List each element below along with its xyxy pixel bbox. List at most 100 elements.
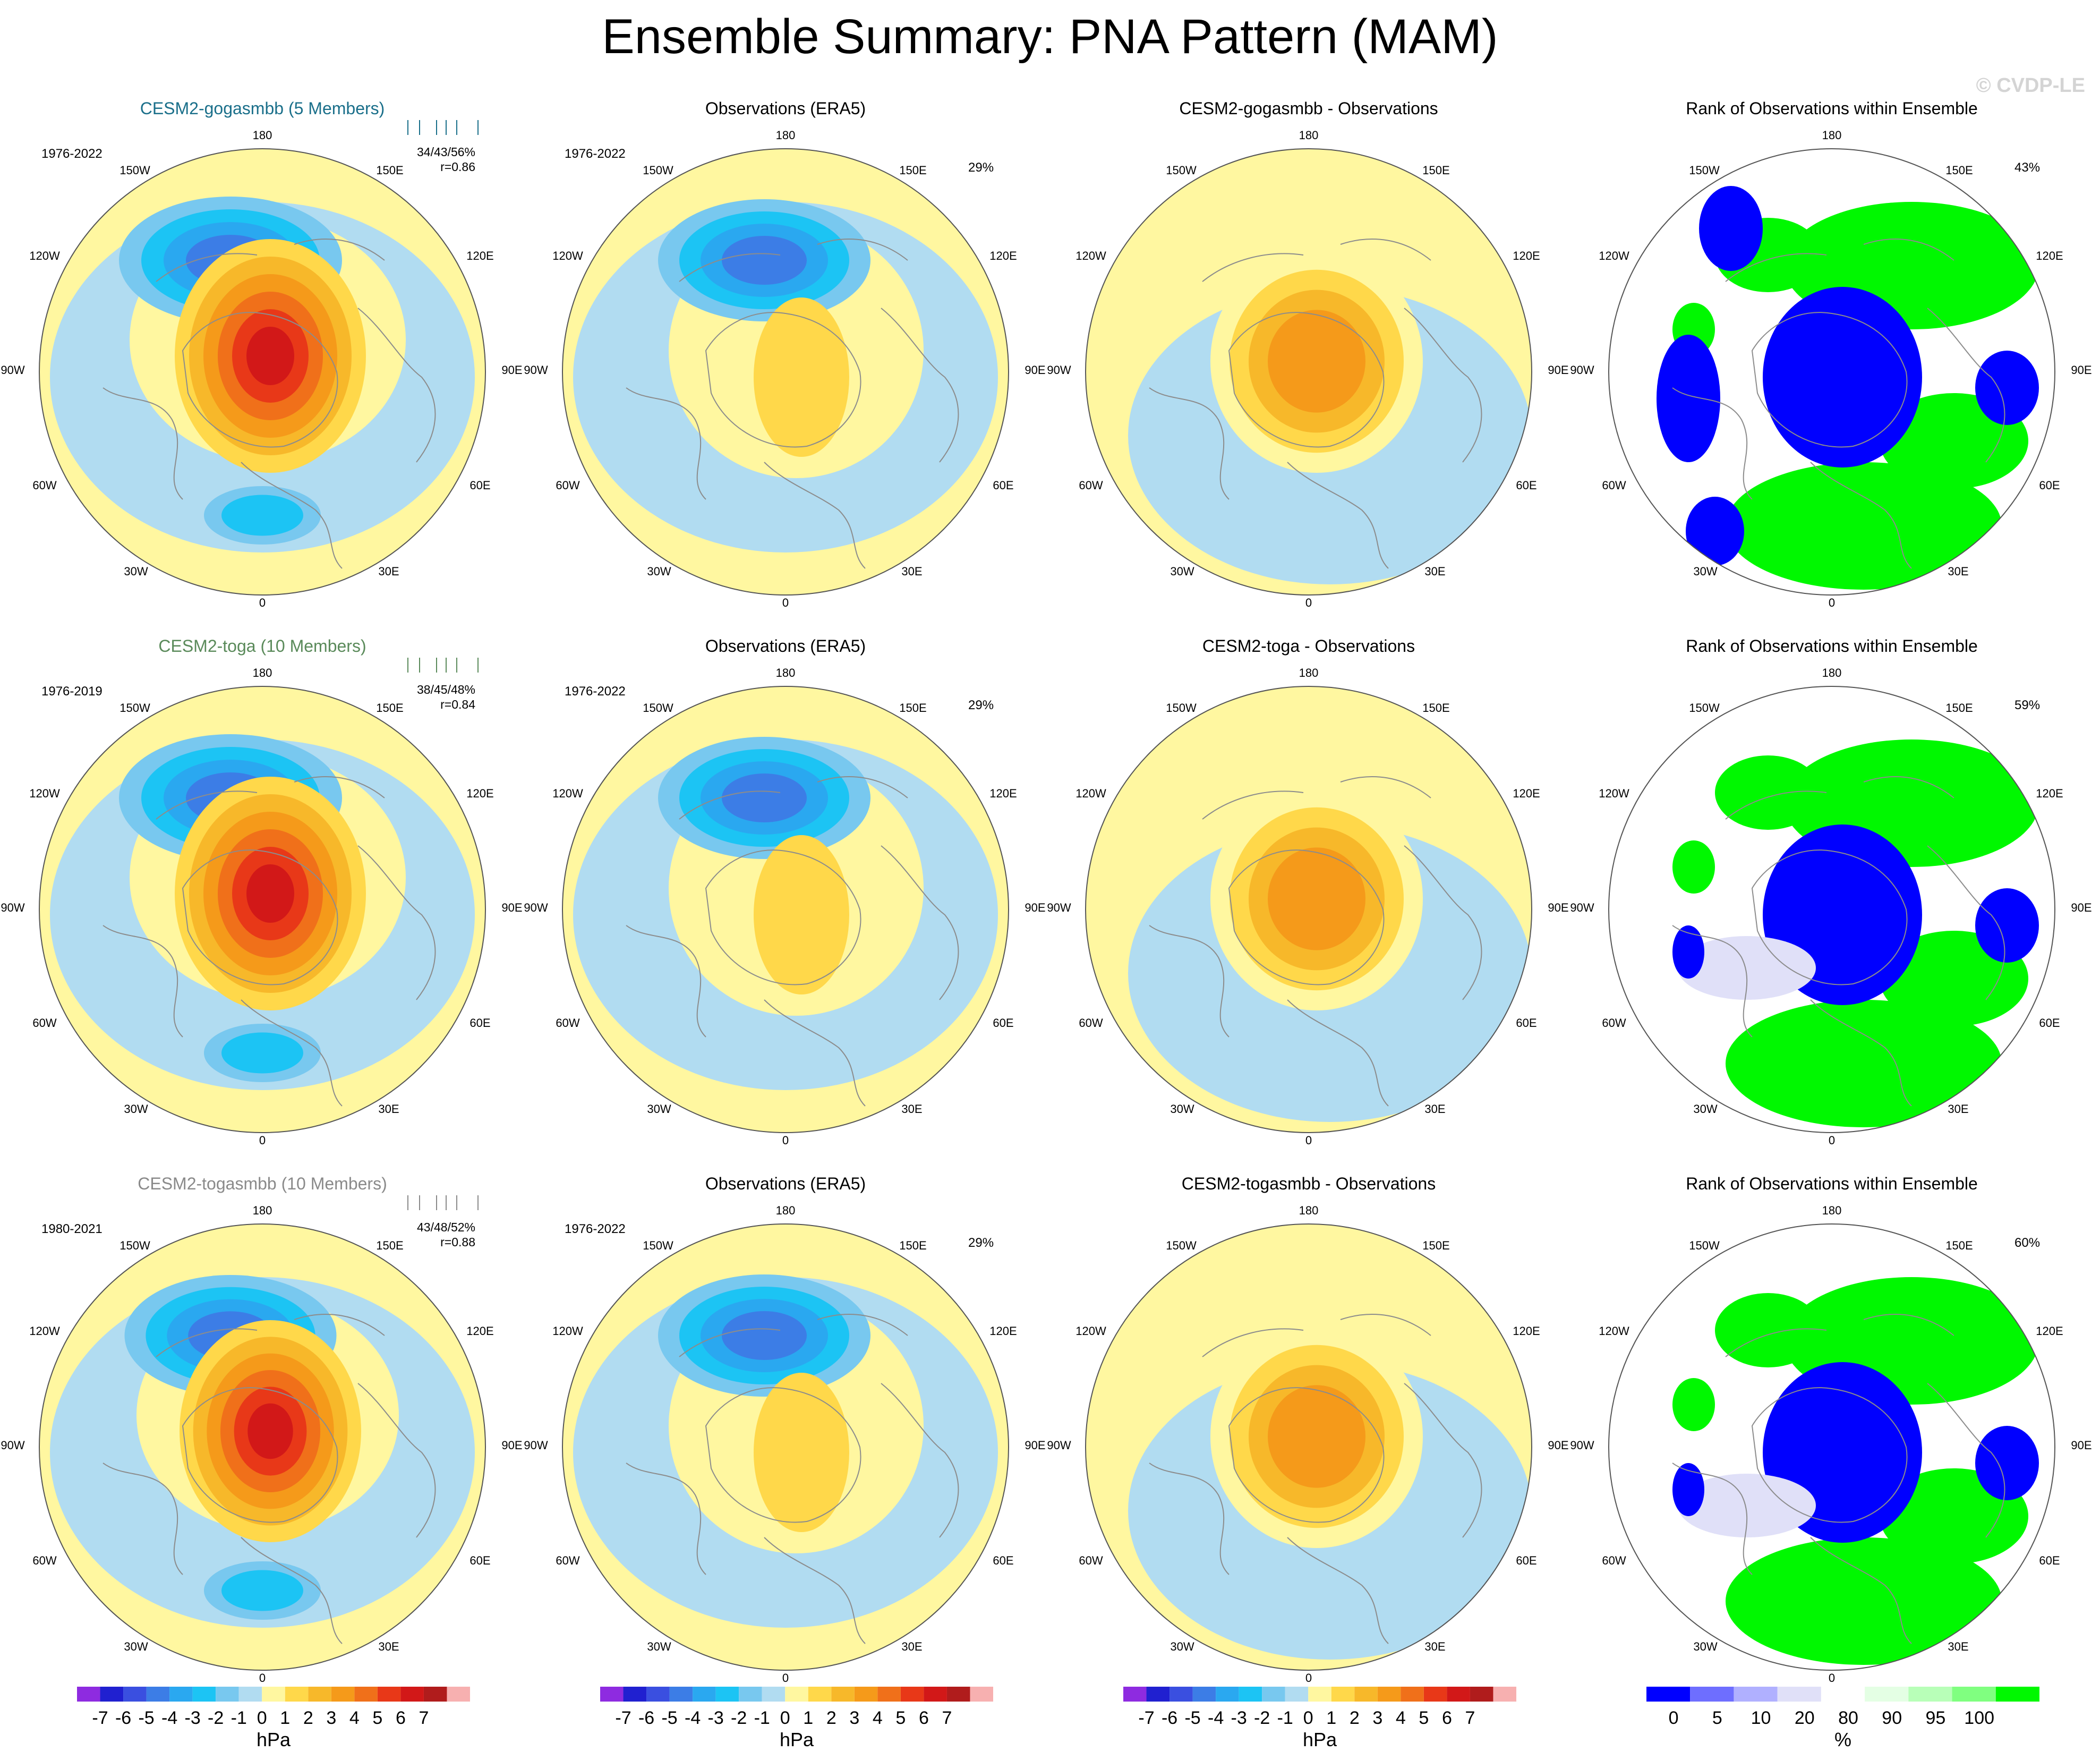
swatch-8: [1285, 1687, 1309, 1702]
coastline-6: [294, 776, 385, 798]
tick-5: 5: [372, 1708, 382, 1728]
panel-rank-row-3: Rank of Observations within Ensemble 180 1…: [1569, 1171, 2094, 1709]
coastline-3: [1404, 308, 1482, 463]
percent-label: 29%: [968, 698, 994, 712]
rank-blue-west: [1657, 335, 1720, 462]
swatch-3: [123, 1687, 147, 1702]
coastline-5: [1725, 790, 1827, 820]
tick--3: -3: [708, 1708, 724, 1728]
pattern-correlation: r=0.88: [440, 1235, 475, 1249]
lon-label-60W: 60W: [32, 479, 56, 492]
period-label: 1980-2021: [41, 1222, 103, 1236]
lon-label-90W: 90W: [1570, 363, 1594, 377]
lon-label-150E: 150E: [1422, 701, 1449, 715]
polar-map: 180 150E 120E 90E 60E 30E 0 30W 60W 90W 120W 150W: [1570, 666, 2092, 1147]
swatch-5: [1821, 1687, 1865, 1702]
coastline-3: [881, 308, 959, 463]
swatch-5: [169, 1687, 193, 1702]
swatch-12: [854, 1687, 878, 1702]
swatch-13: [877, 1687, 901, 1702]
polar-map: 180 150E 120E 90E 60E 30E 0 30W 60W 90W 120W 150W: [1047, 1204, 1568, 1685]
panel-title: CESM2-toga - Observations: [1202, 636, 1415, 656]
lon-label-150W: 150W: [643, 701, 673, 715]
period-label: 1976-2022: [565, 684, 626, 699]
swatch-1: [1123, 1687, 1147, 1702]
polar-map: 180 150E 120E 90E 60E 30E 0 30W 60W 90W 120W 150W: [1, 666, 522, 1147]
map-field: [1086, 686, 1532, 1133]
lon-label-120W: 120W: [29, 787, 60, 800]
swatch-11: [831, 1687, 855, 1702]
swatch-8: [238, 1687, 262, 1702]
coastline-4: [241, 462, 343, 569]
coastline-3: [1927, 1383, 2005, 1538]
colorbar-hpa-3: -7 -6 -5 -4 -3 -2 -1 0 1 2 3 4 5 6 7 hPa: [1123, 1687, 1516, 1750]
map-field: [39, 1224, 485, 1670]
lon-label-150E: 150E: [899, 701, 926, 715]
lon-label-150E: 150E: [1945, 701, 1973, 715]
lon-label-90W: 90W: [1047, 901, 1071, 914]
lon-label-60E: 60E: [993, 479, 1013, 492]
period-label: 1976-2019: [41, 684, 103, 699]
swatch-7: [216, 1687, 239, 1702]
lon-label-150W: 150W: [1689, 164, 1720, 177]
coastline-6: [1340, 1314, 1431, 1336]
lon-label-30E: 30E: [901, 1102, 922, 1116]
lon-label-60E: 60E: [469, 479, 490, 492]
coastline-6: [1340, 776, 1431, 798]
lon-label-30W: 30W: [1693, 1102, 1717, 1116]
lon-label-180: 180: [1822, 1204, 1842, 1217]
coastline-3: [1927, 845, 2005, 1000]
swatch-4: [1777, 1687, 1821, 1702]
swatch-12: [331, 1687, 355, 1702]
rank-green-5: [1672, 1378, 1715, 1431]
tick--4: -4: [1208, 1708, 1224, 1728]
swatch-10: [808, 1687, 832, 1702]
coastline-4: [1287, 462, 1389, 569]
coastline-6: [294, 239, 385, 261]
lon-label-60W: 60W: [32, 1016, 56, 1030]
pacific-low-level-4: [722, 1311, 807, 1360]
tick--7: -7: [615, 1708, 631, 1728]
lon-label-150E: 150E: [376, 701, 403, 715]
map-border: [1085, 148, 1532, 596]
lon-label-150E: 150E: [1422, 1239, 1449, 1252]
swatch-5: [1216, 1687, 1239, 1702]
map-field: [1086, 1224, 1532, 1670]
lon-label-30E: 30E: [1424, 565, 1445, 578]
coastline-6: [1340, 239, 1431, 261]
percent-label: 29%: [968, 160, 994, 175]
panel-title: CESM2-gogasmbb - Observations: [1179, 99, 1438, 118]
lon-label-30W: 30W: [124, 1102, 148, 1116]
period-label: 1976-2022: [41, 147, 103, 161]
swatch-10: [1331, 1687, 1355, 1702]
lon-label-150W: 150W: [643, 1239, 673, 1252]
map-border: [1085, 686, 1532, 1133]
pattern-stats: 34/43/56%: [417, 145, 475, 159]
swatch-8: [762, 1687, 786, 1702]
lon-label-120W: 120W: [552, 249, 583, 262]
tick-0: 0: [1669, 1708, 1679, 1728]
lon-label-180: 180: [253, 129, 272, 142]
map-field: [1609, 686, 2055, 1133]
ensemble-stats: 38/45/48% r=0.84: [340, 682, 475, 712]
swatch-9: [1308, 1687, 1331, 1702]
map-field: [562, 686, 1009, 1133]
coastline-2: [626, 387, 706, 500]
lon-label-90W: 90W: [1, 363, 24, 377]
coastline-1: [182, 1387, 338, 1523]
lon-label-120W: 120W: [1599, 1324, 1629, 1338]
rank-green-2: [1715, 755, 1821, 830]
coastline-2: [1672, 387, 1753, 500]
arctic-high-level-1: [754, 297, 849, 457]
swatch-15: [924, 1687, 947, 1702]
coastline-4: [1287, 999, 1389, 1107]
tick--3: -3: [185, 1708, 201, 1728]
lon-label-0: 0: [259, 596, 266, 609]
lon-label-90W: 90W: [1047, 363, 1071, 377]
lon-label-150E: 150E: [1945, 164, 1973, 177]
polar-map: 180 150E 120E 90E 60E 30E 0 30W 60W 90W 120W 150W: [524, 129, 1045, 609]
period-label: 1976-2022: [565, 1222, 626, 1236]
map-border: [1608, 148, 2055, 596]
tick--4: -4: [161, 1708, 177, 1728]
lon-label-180: 180: [776, 1204, 796, 1217]
